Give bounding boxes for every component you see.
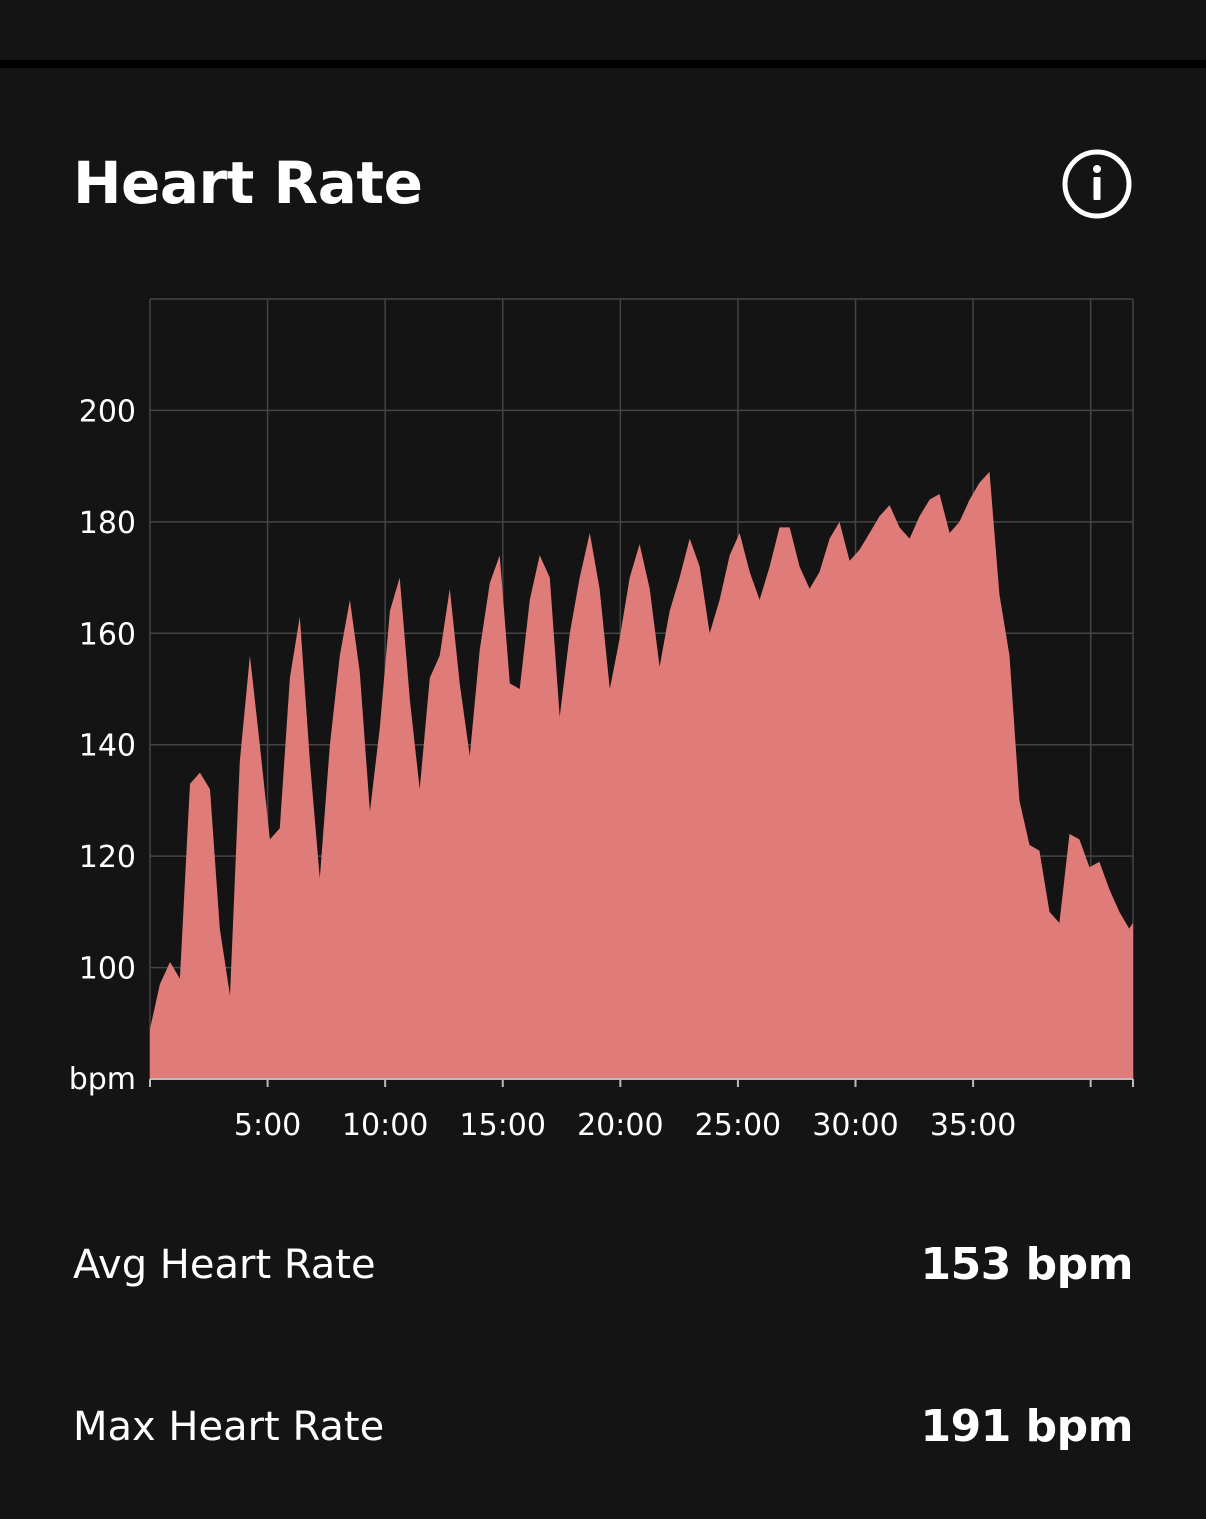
x-tick-label: 25:00 <box>695 1108 781 1143</box>
avg-heart-rate-label: Avg Heart Rate <box>73 1242 376 1288</box>
y-tick-label: 120 <box>79 840 136 875</box>
heart-rate-area <box>150 471 1133 1079</box>
top-divider <box>0 60 1206 68</box>
chart-axes <box>149 1078 1134 1087</box>
y-tick-label: 140 <box>79 729 136 764</box>
y-tick-label: 180 <box>79 506 136 541</box>
heart-rate-chart: 100 120 140 160 180 200 5:00 10:00 15:00 20:00 25:… <box>69 298 1134 1143</box>
chart-labels: 100 120 140 160 180 200 5:00 10:00 15:00 20:00 25:… <box>69 394 1017 1143</box>
x-tick-label: 5:00 <box>234 1108 301 1143</box>
y-tick-label: 160 <box>79 617 136 652</box>
avg-heart-rate-value: 153 bpm <box>920 1239 1133 1290</box>
max-heart-rate-value: 191 bpm <box>920 1401 1133 1452</box>
x-tick-label: 10:00 <box>342 1108 428 1143</box>
max-heart-rate-label: Max Heart Rate <box>73 1404 385 1450</box>
x-tick-label: 35:00 <box>930 1108 1016 1143</box>
y-axis-unit-label: bpm <box>69 1062 136 1097</box>
x-tick-label: 15:00 <box>460 1108 546 1143</box>
info-icon <box>1062 149 1132 219</box>
page-title: Heart Rate <box>73 149 423 217</box>
info-button[interactable] <box>1061 148 1133 220</box>
top-bar <box>0 0 1206 60</box>
y-tick-label: 200 <box>79 394 136 429</box>
x-tick-label: 20:00 <box>577 1108 663 1143</box>
y-tick-label: 100 <box>79 952 136 987</box>
x-tick-label: 30:00 <box>812 1108 898 1143</box>
